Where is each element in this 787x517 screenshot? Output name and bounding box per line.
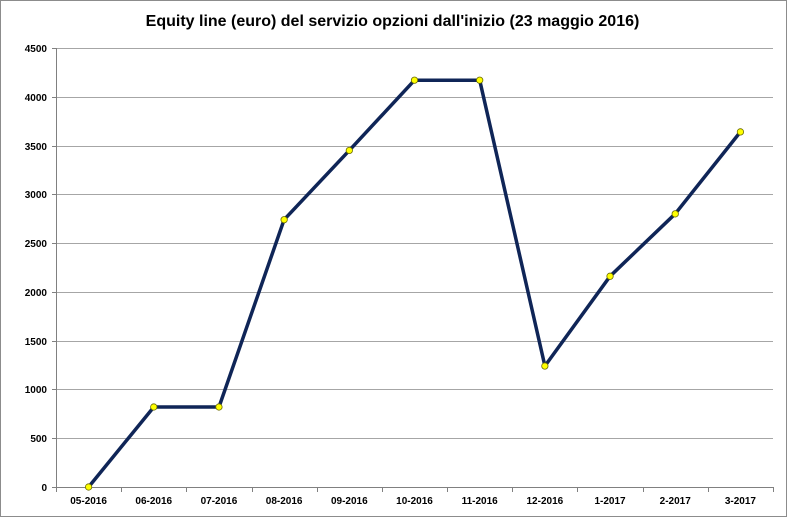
chart-title: Equity line (euro) del servizio opzioni … bbox=[145, 13, 640, 30]
data-point bbox=[150, 403, 158, 411]
y-tick-label: 4500 bbox=[25, 44, 48, 55]
data-point bbox=[671, 210, 679, 218]
x-tick-label: 07-2016 bbox=[201, 496, 238, 507]
data-point bbox=[476, 76, 484, 84]
x-tick-label: 12-2016 bbox=[527, 496, 564, 507]
data-point bbox=[606, 272, 614, 280]
x-tick-label: 3-2017 bbox=[725, 496, 757, 507]
data-point bbox=[541, 362, 549, 370]
data-point bbox=[215, 403, 223, 411]
data-point bbox=[736, 128, 745, 136]
series-line bbox=[86, 78, 743, 489]
x-tick-label: 10-2016 bbox=[396, 496, 433, 507]
x-tick-label: 11-2016 bbox=[462, 496, 499, 507]
data-point bbox=[410, 76, 419, 84]
y-tick-label: 4000 bbox=[25, 93, 48, 104]
x-tick-label: 06-2016 bbox=[135, 496, 172, 507]
y-tick-label: 3000 bbox=[25, 190, 48, 201]
x-tick-label: 1-2017 bbox=[594, 496, 626, 507]
x-tick-label: 05-2016 bbox=[70, 496, 107, 507]
y-tick-label: 1000 bbox=[25, 385, 48, 396]
y-tick-label: 3500 bbox=[25, 142, 48, 153]
y-tick-label: 500 bbox=[30, 434, 47, 445]
x-tick-label: 2-2017 bbox=[660, 496, 692, 507]
x-tick-label: 09-2016 bbox=[331, 496, 368, 507]
data-point bbox=[345, 146, 353, 155]
data-point bbox=[280, 216, 288, 224]
y-tick-label: 2500 bbox=[25, 239, 48, 250]
data-point bbox=[84, 483, 93, 491]
x-tick-label: 08-2016 bbox=[266, 496, 303, 507]
y-tick-label: 2000 bbox=[25, 288, 48, 299]
y-tick-label: 0 bbox=[41, 483, 47, 494]
y-tick-label: 1500 bbox=[25, 337, 48, 348]
